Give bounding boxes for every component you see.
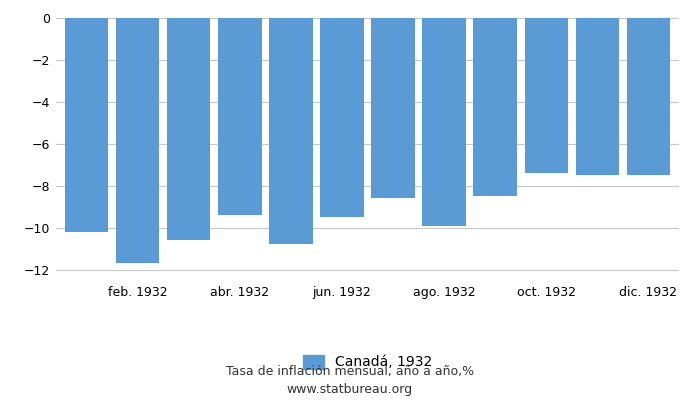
- Bar: [65, 18, 108, 232]
- Bar: [524, 18, 568, 173]
- Text: Tasa de inflación mensual, año a año,%: Tasa de inflación mensual, año a año,%: [226, 366, 474, 378]
- Bar: [167, 18, 211, 240]
- Text: www.statbureau.org: www.statbureau.org: [287, 384, 413, 396]
- Bar: [626, 18, 670, 175]
- Legend: Canadá, 1932: Canadá, 1932: [298, 349, 438, 375]
- Bar: [422, 18, 466, 226]
- Bar: [270, 18, 313, 244]
- Bar: [371, 18, 414, 198]
- Bar: [218, 18, 262, 215]
- Bar: [116, 18, 160, 263]
- Bar: [473, 18, 517, 196]
- Bar: [321, 18, 364, 217]
- Bar: [575, 18, 619, 175]
